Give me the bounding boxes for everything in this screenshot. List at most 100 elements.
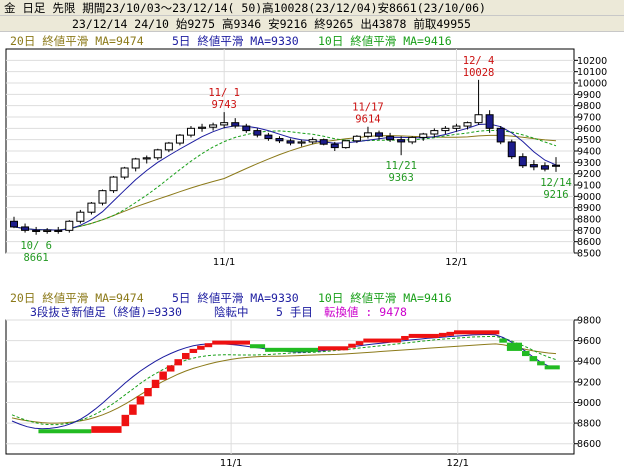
candle-down [485,114,494,129]
upper-y-tick-label: 9300 [577,158,601,169]
lower-legend: 20日 終値平滑 MA=9474 5日 終値平滑 MA=9330 10日 終値平… [10,291,452,319]
annotation-value: 8661 [23,252,48,264]
header-ohlc-line: 23/12/14 24/10 始9275 高9346 安9216 終9265 出… [0,16,624,32]
candle-up [408,136,417,143]
candle-down [286,140,295,144]
block-down [544,365,560,370]
annotation-date: 11/ 1 [208,87,240,99]
lower-plot-frame [5,319,575,455]
upper-ma10-line [13,129,557,231]
block-down [38,429,92,434]
upper-y-tick-label: 8700 [577,226,601,237]
candle-down [319,139,328,145]
upper-y-tick-label: 10200 [577,56,607,67]
candle-up [341,140,350,149]
candle-up [175,134,184,144]
block-up [189,348,198,353]
block-down [537,361,545,366]
candle-down [518,156,527,167]
sanbon-blocks [38,330,560,434]
block-up [446,331,454,336]
annotation-date: 11/21 [385,160,417,172]
upper-y-tick-label: 8500 [577,249,601,260]
candle-down [10,220,18,228]
upper-ma5-line [13,123,557,231]
block-up [363,338,402,343]
annotation-date: 10/ 6 [20,240,52,252]
candle-down [397,139,406,143]
candle-up [164,142,173,151]
upper-legend: 20日 終値平滑 MA=9474 5日 終値平滑 MA=9330 10日 終値平… [10,34,452,48]
block-up [182,352,190,360]
lower-y-tick-label: 9600 [577,336,601,347]
legend-ma10-lower: 10日 終値平滑 MA=9416 [318,291,452,305]
block-up [174,359,182,366]
block-up [212,340,250,345]
block-up [438,332,447,337]
block-up [144,388,152,397]
lower-y-axis: 8600 8800 9000 9200 9400 9600 9800 [574,316,601,450]
candle-up [220,122,229,126]
upper-x-axis: 11/1 12/1 [213,257,468,268]
candle-down [21,226,30,231]
block-up [204,343,213,348]
upper-y-tick-label: 8900 [577,203,601,214]
lower-y-tick-label: 9200 [577,377,601,388]
candle-up [463,122,472,127]
upper-y-tick-label: 9600 [577,124,601,135]
candle-up [474,114,483,124]
upper-y-tick-label: 9400 [577,147,601,158]
upper-y-tick-label: 9800 [577,101,601,112]
upper-x-tick-label: 12/1 [445,257,467,268]
block-up [355,341,364,346]
candle-down [275,138,284,142]
annotation-value: 9363 [388,172,413,184]
upper-y-tick-label: 9200 [577,169,601,180]
candle-down [552,164,560,167]
candle-down [32,229,41,232]
annotation-date: 12/ 4 [463,55,495,67]
lower-y-tick-label: 8800 [577,419,601,430]
candle-down [529,164,538,168]
block-up [401,335,409,340]
block-up [159,371,167,380]
annotation-date: 12/14 [540,177,572,189]
upper-x-tick-label: 11/1 [213,257,235,268]
candle-down [496,127,505,143]
block-up [408,333,439,338]
candle-up [430,130,439,135]
lower-x-axis: 11/1 12/1 [220,458,469,469]
chart-area: 20日 終値平滑 MA=9474 5日 終値平滑 MA=9330 10日 終値平… [5,34,607,469]
block-up [348,343,356,348]
block-down [529,356,538,362]
candle-up [308,139,317,143]
lower-x-tick-label: 12/1 [447,458,469,469]
block-up [136,396,145,405]
candle-down [264,134,273,140]
upper-y-tick-label: 10000 [577,79,607,90]
candle-up [142,157,151,160]
upper-y-tick-label: 9900 [577,90,601,101]
candlestick-series [10,79,560,235]
lower-ma20-line [11,343,557,424]
lower-y-tick-label: 9800 [577,316,601,327]
candle-up [98,190,107,204]
candle-up [297,141,306,144]
header-period-line: 金 日足 先限 期間23/10/03〜23/12/14( 50)高10028(2… [0,0,624,16]
sanbon-info: 3段抜き新値足（終値)=9330 [30,305,182,319]
upper-y-tick-label: 8800 [577,215,601,226]
block-down [506,342,522,351]
lower-y-tick-label: 9000 [577,398,601,409]
annotation-value: 10028 [463,67,495,79]
annotation-value: 9216 [543,189,568,201]
candle-down [54,229,63,232]
candle-up [120,167,129,178]
upper-y-tick-label: 9000 [577,192,601,203]
candle-up [209,124,218,128]
legend-ma20-lower: 20日 終値平滑 MA=9474 [10,291,144,305]
annotation-value: 9743 [212,99,237,111]
reversal-value: 転換値 : 9478 [324,305,407,319]
block-down [265,347,318,352]
annotation-value: 9614 [355,114,380,126]
